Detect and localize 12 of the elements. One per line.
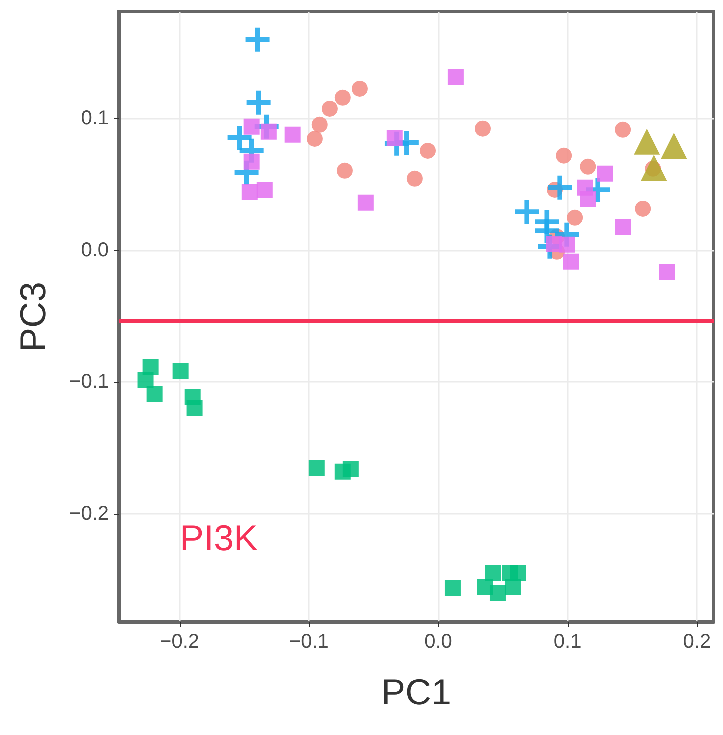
y-tick-label: −0.1 bbox=[70, 371, 109, 394]
x-tick-label: 0.2 bbox=[683, 631, 712, 653]
y-axis-title: PC3 bbox=[12, 282, 54, 352]
x-tick-label: 0.0 bbox=[424, 631, 452, 653]
x-axis-title: PC1 bbox=[381, 672, 452, 712]
annotation: PI3K bbox=[180, 518, 258, 558]
x-tick-label: 0.1 bbox=[554, 631, 582, 653]
x-tick-label: −0.2 bbox=[160, 631, 200, 653]
x-tick-label: −0.1 bbox=[289, 631, 329, 653]
y-tick-label: 0.1 bbox=[81, 108, 109, 130]
y-tick-label: 0.0 bbox=[81, 239, 109, 262]
y-tick-label: −0.2 bbox=[70, 502, 109, 525]
